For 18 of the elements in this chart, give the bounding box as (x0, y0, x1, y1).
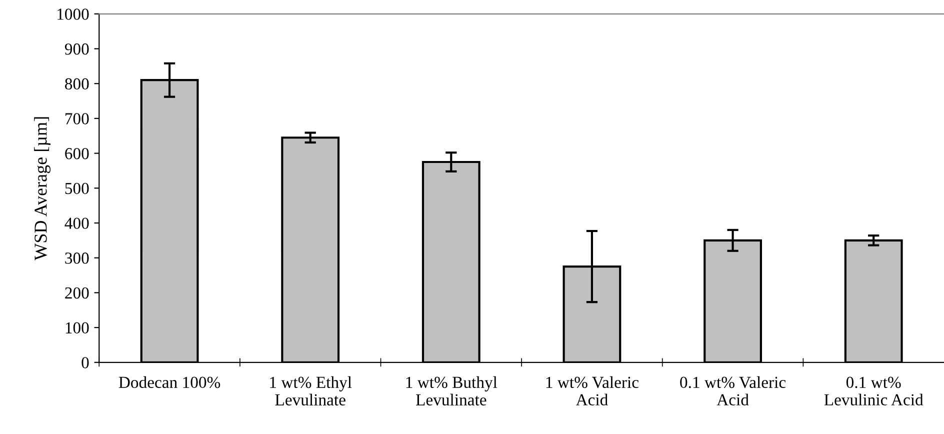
y-tick-label: 1000 (58, 8, 89, 20)
x-tick-label: 0.1 wt% Valeric Acid (680, 376, 786, 406)
x-tick-label: Dodecan 100% (118, 376, 220, 388)
x-tick-label: 0.1 wt% Levulinic Acid (824, 376, 924, 406)
y-tick-label: 500 (65, 182, 89, 194)
y-tick-label: 300 (65, 252, 89, 264)
y-tick-label: 600 (65, 148, 89, 160)
y-axis-title: WSD Average [µm] (34, 117, 51, 260)
x-tick-label: 1 wt% Ethyl Levulinate (270, 376, 352, 406)
x-tick-label: 1 wt% Valeric Acid (546, 376, 639, 406)
y-tick-label: 700 (65, 113, 89, 124)
y-tick-label: 800 (65, 78, 89, 90)
y-tick-label: 0 (82, 357, 89, 368)
y-tick-label: 100 (66, 322, 89, 334)
y-tick-label: 400 (64, 218, 89, 229)
y-tick-label: 900 (64, 43, 89, 55)
y-tick-label: 200 (65, 287, 89, 299)
x-tick-label: 1 wt% Buthyl Levulinate (406, 376, 498, 406)
